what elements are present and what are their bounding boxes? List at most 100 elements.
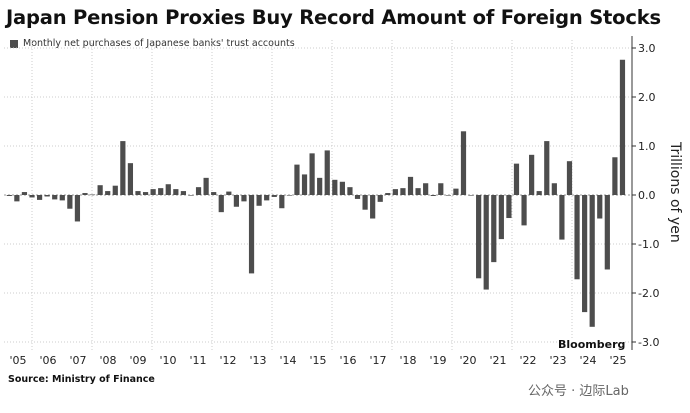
bar [36,195,43,200]
bar [582,195,588,313]
bar [59,195,65,201]
bar [339,181,345,195]
bar [574,195,580,280]
x-tick-label: '10 [159,354,176,367]
bar [6,195,12,196]
bar [211,192,217,195]
bar [233,195,239,207]
bar [400,188,406,195]
bar [317,177,323,195]
chart-title: Japan Pension Proxies Buy Record Amount … [6,6,661,29]
x-tick-label: '22 [519,354,536,367]
bar [309,153,315,195]
x-tick-label: '11 [189,354,206,367]
x-tick-label: '15 [309,354,326,367]
bar [604,195,610,270]
bar [14,195,20,202]
y-tick-label: 3.0 [638,42,656,55]
bar [286,195,292,196]
x-tick-label: '21 [489,354,506,367]
y-tick-label: 1.0 [638,140,656,153]
bar [521,195,527,226]
bar [203,177,209,195]
bar [589,195,595,327]
x-tick-label: '24 [579,354,596,367]
bar [415,188,421,195]
bar [226,191,232,195]
bar [566,161,573,195]
x-tick-label: '19 [429,354,446,367]
x-tick-label: '16 [339,354,356,367]
bar [619,59,626,196]
bar [150,189,156,195]
bar [559,195,565,240]
bar [332,179,338,195]
y-axis-label: Trillions of yen [667,141,683,243]
bar [491,195,497,263]
bar [385,193,391,195]
x-tick-label: '23 [549,354,566,367]
bar [430,195,436,196]
bar [97,185,103,195]
bar [438,183,444,195]
bar [127,163,134,195]
x-tick-label: '08 [99,354,116,367]
source-note: Source: Ministry of Finance [8,374,155,385]
y-tick-label: 2.0 [638,91,656,104]
bar [476,195,482,279]
legend-label: Monthly net purchases of Japanese banks'… [23,38,295,49]
bar [112,185,118,195]
x-tick-label: '06 [39,354,56,367]
y-tick-label: -3.0 [638,336,659,349]
bar [105,191,111,195]
x-tick-label: '13 [249,354,266,367]
bar [354,195,361,199]
y-tick-label: -1.0 [638,238,659,251]
bar [513,163,520,195]
bar [67,195,73,209]
bar [173,189,179,195]
bar [362,195,368,210]
bar [347,187,353,195]
bar [89,194,96,196]
x-tick-label: '12 [219,354,236,367]
bar [52,195,58,200]
x-tick-label: '25 [609,354,626,367]
bar [377,195,383,202]
bar [612,157,618,195]
bar [21,192,28,195]
bar [241,195,247,202]
x-tick-label: '20 [459,354,476,367]
legend: Monthly net purchases of Japanese banks'… [10,38,295,49]
bar [195,187,202,195]
bar [294,164,300,195]
bar [498,195,504,240]
bar [271,195,277,197]
bar [301,174,308,195]
bar [180,191,187,195]
bar [468,195,474,196]
x-tick-label: '18 [399,354,416,367]
x-tick-label: '07 [69,354,86,367]
bar [44,195,50,197]
bar [158,188,164,195]
bar [407,176,414,195]
bar [142,192,149,195]
bar [370,195,376,219]
bar [460,131,467,195]
bar [279,195,285,209]
bar [506,195,512,219]
y-tick-label: 0.0 [638,189,656,202]
bar [423,183,429,195]
x-tick-label: '17 [369,354,386,367]
bar [248,195,255,274]
bar [218,195,224,213]
bar [256,195,262,206]
bar [188,195,194,196]
legend-swatch [10,39,18,48]
bar [597,195,603,219]
bar [29,195,35,198]
bar [551,183,557,195]
